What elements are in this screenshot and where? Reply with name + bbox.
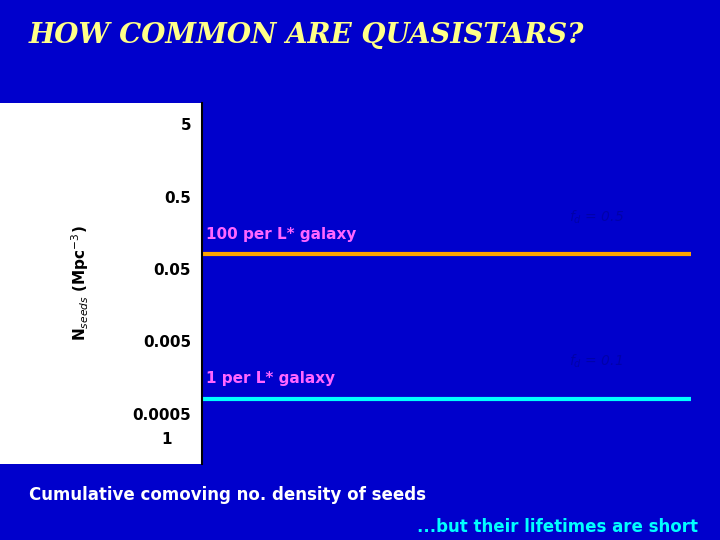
Text: ...but their lifetimes are short: ...but their lifetimes are short — [418, 518, 698, 536]
FancyBboxPatch shape — [0, 103, 202, 464]
Y-axis label: N$_{seeds}$ (Mpc$^{-3}$): N$_{seeds}$ (Mpc$^{-3}$) — [69, 226, 91, 341]
Text: 100 per L* galaxy: 100 per L* galaxy — [207, 227, 357, 241]
Text: Cumulative comoving no. density of seeds: Cumulative comoving no. density of seeds — [29, 486, 426, 504]
Text: 1 per L* galaxy: 1 per L* galaxy — [207, 372, 336, 386]
Text: $f_d$ = 0.1: $f_d$ = 0.1 — [569, 353, 623, 370]
Text: HOW COMMON ARE QUASISTARS?: HOW COMMON ARE QUASISTARS? — [29, 22, 584, 49]
Text: 1: 1 — [162, 432, 172, 447]
Text: $f_d$ = 0.5: $f_d$ = 0.5 — [569, 208, 624, 226]
